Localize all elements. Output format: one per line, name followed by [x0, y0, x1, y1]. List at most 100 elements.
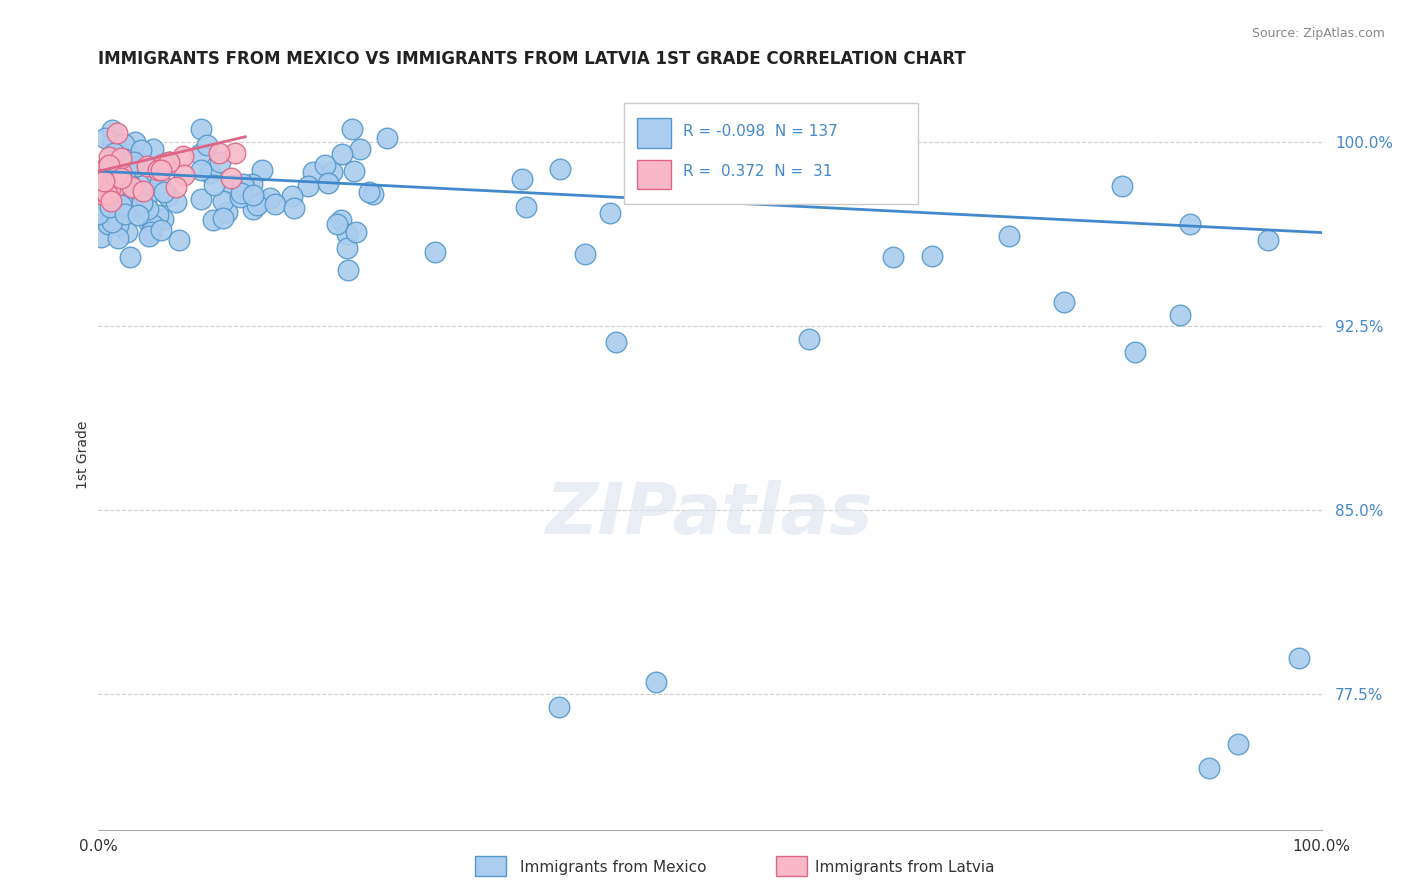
Point	[115, 199, 138, 213]
Point	[121, 199, 143, 213]
Point	[91, 184, 114, 198]
Point	[152, 157, 174, 171]
Point	[224, 146, 246, 161]
Point	[120, 250, 142, 264]
Point	[142, 142, 165, 156]
Point	[103, 179, 125, 194]
Point	[90, 185, 112, 199]
Point	[112, 174, 135, 188]
Point	[548, 161, 571, 176]
Point	[120, 161, 142, 175]
Point	[321, 165, 343, 179]
Point	[229, 186, 252, 200]
Point	[283, 201, 305, 215]
Point	[232, 177, 254, 191]
Point	[197, 138, 219, 153]
Point	[249, 194, 271, 208]
Point	[329, 213, 352, 227]
Point	[316, 176, 339, 190]
Point	[336, 241, 359, 255]
Text: Source: ZipAtlas.com: Source: ZipAtlas.com	[1251, 27, 1385, 40]
Point	[1111, 178, 1133, 193]
Point	[117, 197, 139, 211]
Point	[117, 225, 139, 239]
Point	[134, 178, 156, 192]
Text: R = -0.098  N = 137: R = -0.098 N = 137	[683, 124, 838, 139]
Point	[93, 179, 115, 194]
Point	[605, 335, 627, 350]
Point	[98, 200, 121, 214]
Point	[359, 186, 381, 200]
Point	[120, 147, 142, 161]
Point	[101, 215, 124, 229]
Text: ZIPatlas: ZIPatlas	[547, 481, 873, 549]
Text: R =  0.372  N =  31: R = 0.372 N = 31	[683, 164, 832, 179]
Point	[124, 155, 146, 169]
Point	[87, 176, 110, 190]
Point	[228, 190, 250, 204]
Point	[107, 231, 129, 245]
Point	[344, 225, 367, 239]
Point	[799, 332, 821, 346]
Point	[111, 178, 134, 192]
Point	[644, 675, 666, 690]
Point	[159, 155, 181, 169]
Point	[90, 165, 112, 179]
Point	[330, 147, 353, 161]
Point	[93, 188, 115, 202]
Point	[87, 207, 110, 221]
Point	[96, 187, 118, 202]
Point	[337, 262, 360, 277]
Point	[132, 184, 155, 198]
FancyBboxPatch shape	[624, 103, 918, 204]
Point	[110, 171, 132, 186]
Point	[153, 186, 176, 200]
Point	[231, 179, 253, 194]
Point	[1198, 761, 1220, 775]
Point	[101, 123, 124, 137]
Point	[159, 155, 181, 169]
Point	[1288, 650, 1310, 665]
Point	[208, 146, 231, 161]
Point	[107, 163, 129, 178]
Point	[921, 249, 943, 263]
Point	[242, 187, 264, 202]
Point	[152, 211, 174, 226]
Point	[188, 147, 211, 161]
Point	[135, 194, 157, 208]
Point	[114, 194, 136, 208]
Point	[97, 170, 120, 185]
Point	[167, 233, 190, 247]
Point	[89, 207, 111, 221]
Point	[882, 250, 904, 264]
Point	[349, 142, 371, 156]
Point	[190, 192, 212, 206]
Point	[98, 181, 121, 195]
Point	[98, 217, 121, 231]
Point	[110, 151, 132, 165]
Point	[105, 126, 128, 140]
Point	[114, 161, 136, 176]
Point	[125, 159, 148, 173]
Point	[150, 163, 173, 178]
Point	[361, 187, 384, 202]
Point	[280, 189, 302, 203]
Point	[259, 191, 281, 205]
Point	[242, 177, 264, 191]
Point	[142, 218, 165, 232]
Point	[128, 208, 150, 222]
Point	[998, 228, 1021, 243]
Text: Immigrants from Mexico: Immigrants from Mexico	[520, 860, 707, 874]
Point	[145, 166, 167, 180]
Point	[326, 217, 349, 231]
Point	[510, 172, 533, 186]
Point	[146, 208, 169, 222]
Point	[173, 168, 195, 182]
Point	[202, 178, 225, 192]
Point	[91, 162, 114, 177]
Point	[100, 194, 122, 208]
Point	[301, 165, 323, 179]
Point	[246, 198, 269, 212]
Point	[423, 245, 446, 260]
FancyBboxPatch shape	[637, 119, 671, 148]
